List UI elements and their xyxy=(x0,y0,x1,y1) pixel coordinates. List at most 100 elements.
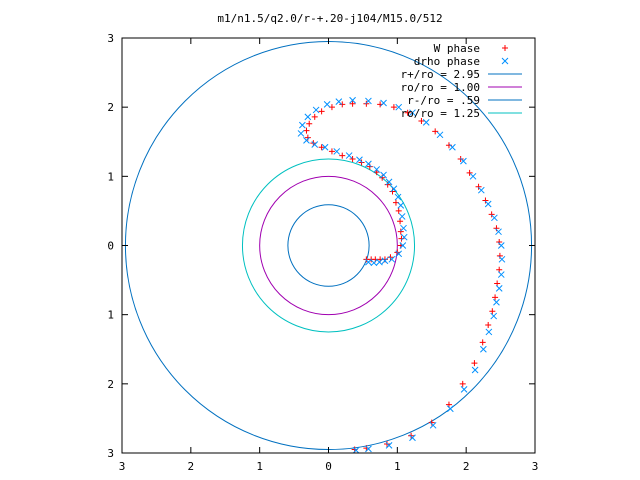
cross-marker xyxy=(370,259,378,267)
cross-marker xyxy=(381,257,389,265)
cross-marker xyxy=(380,99,387,107)
cross-marker xyxy=(356,156,363,164)
cross-marker xyxy=(365,97,372,105)
plus-marker xyxy=(432,128,439,135)
cross-marker xyxy=(304,113,312,121)
cross-marker xyxy=(323,101,331,108)
plus-marker xyxy=(318,108,325,115)
cross-marker xyxy=(485,328,493,336)
legend-marker xyxy=(501,57,509,65)
plus-marker xyxy=(488,211,495,218)
x-tick-label: 0 xyxy=(325,460,332,473)
plus-marker xyxy=(479,339,486,346)
x-tick-label: 3 xyxy=(532,460,539,473)
y-tick-label: 2 xyxy=(107,101,114,114)
plus-marker xyxy=(339,152,346,159)
plus-marker xyxy=(471,360,478,367)
legend-label: drho phase xyxy=(414,55,480,68)
plus-marker xyxy=(496,266,503,273)
cross-marker xyxy=(498,255,506,263)
plus-marker xyxy=(482,197,489,204)
cross-marker xyxy=(297,130,305,137)
cross-marker xyxy=(409,109,416,117)
plus-marker xyxy=(492,294,499,301)
cross-marker xyxy=(321,143,329,151)
cross-marker xyxy=(335,98,343,105)
plus-marker xyxy=(349,100,356,107)
y-tick-label: 1 xyxy=(107,309,114,322)
cross-marker xyxy=(400,224,407,232)
cross-marker xyxy=(429,421,437,429)
point-series-0 xyxy=(303,100,503,453)
plus-marker xyxy=(445,142,452,149)
plus-marker xyxy=(397,218,404,225)
cross-marker xyxy=(390,185,398,193)
cross-marker xyxy=(495,228,502,236)
cross-marker xyxy=(436,131,444,139)
cross-marker xyxy=(399,242,407,249)
plus-marker xyxy=(303,127,310,134)
y-tick-label: 2 xyxy=(107,378,114,391)
chart-title: m1/n1.5/q2.0/r-+.20-j104/M15.0/512 xyxy=(217,12,442,25)
cross-marker xyxy=(388,255,396,263)
cross-marker xyxy=(409,434,416,442)
plus-marker xyxy=(339,101,346,108)
plus-marker xyxy=(328,148,335,155)
y-tick-label: 3 xyxy=(107,32,114,45)
cross-marker xyxy=(311,141,319,148)
cross-marker xyxy=(446,405,454,413)
legend-label: W phase xyxy=(434,42,480,55)
plus-marker xyxy=(459,380,466,387)
circle-series-3 xyxy=(259,175,398,316)
plus-marker xyxy=(485,322,492,329)
cross-marker xyxy=(365,258,372,266)
cross-marker xyxy=(460,386,468,393)
plus-marker xyxy=(475,183,482,190)
cross-marker xyxy=(380,171,387,179)
plus-marker xyxy=(306,120,313,127)
legend-label: ro/ro = 1.00 xyxy=(401,81,480,94)
plus-marker xyxy=(445,401,452,408)
plus-marker xyxy=(395,207,402,214)
cross-marker xyxy=(376,258,383,266)
cross-marker xyxy=(385,178,393,186)
cross-marker xyxy=(490,312,498,320)
y-tick-label: 1 xyxy=(107,170,114,183)
cross-marker xyxy=(477,186,485,194)
cross-marker xyxy=(495,285,503,292)
cross-marker xyxy=(365,160,372,168)
x-tick-label: 3 xyxy=(119,460,126,473)
point-series-1 xyxy=(297,96,506,454)
cross-marker xyxy=(400,233,408,241)
cross-marker xyxy=(497,271,505,278)
cross-marker xyxy=(491,214,498,222)
plus-marker xyxy=(404,109,411,116)
y-tick-label: 0 xyxy=(107,240,114,253)
x-tick-label: 2 xyxy=(463,460,470,473)
plus-marker xyxy=(494,280,501,287)
cross-marker xyxy=(449,143,456,151)
cross-marker xyxy=(484,200,492,208)
cross-marker xyxy=(303,137,310,144)
plus-marker xyxy=(311,113,318,120)
legend-marker xyxy=(502,45,508,51)
x-tick-label: 1 xyxy=(256,460,263,473)
cross-marker xyxy=(345,152,353,159)
cross-marker xyxy=(460,157,467,165)
plus-marker xyxy=(397,228,404,235)
legend-label: r-/ro = .59 xyxy=(407,94,480,107)
plus-marker xyxy=(390,104,397,111)
cross-marker xyxy=(385,442,393,449)
plus-marker xyxy=(373,169,380,176)
plus-marker xyxy=(466,169,473,176)
cross-marker xyxy=(493,298,500,306)
cross-marker xyxy=(365,445,372,453)
cross-marker xyxy=(349,96,356,104)
cross-marker xyxy=(298,121,306,129)
x-tick-label: 2 xyxy=(188,460,195,473)
plus-marker xyxy=(318,144,325,151)
legend-label: ro/ro = 1.25 xyxy=(401,107,480,120)
